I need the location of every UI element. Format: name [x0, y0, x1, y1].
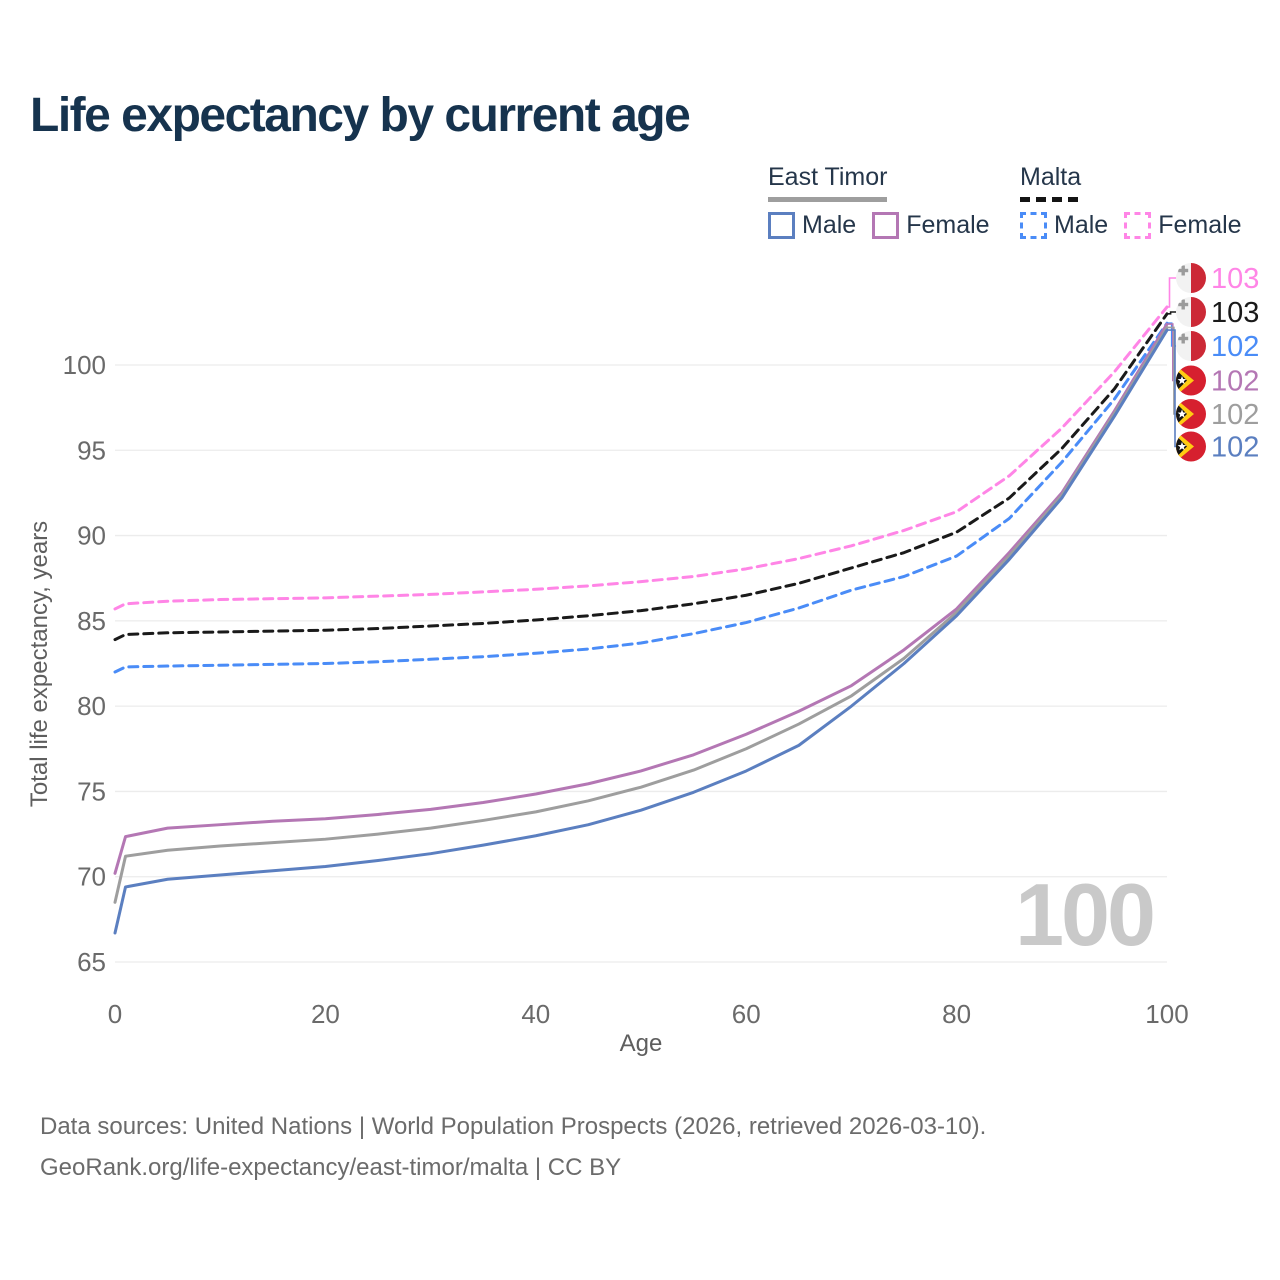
end-label-value: 102: [1211, 399, 1259, 431]
series-line-malta-male: [113, 321, 1169, 674]
end-label-value: 103: [1211, 297, 1259, 329]
end-label-malta-female: 103: [1176, 263, 1259, 295]
attribution: Data sources: United Nations | World Pop…: [40, 1106, 986, 1188]
legend-item-east-timor-female[interactable]: Female: [872, 211, 990, 240]
end-label-value: 102: [1211, 366, 1259, 398]
data-sources-line: Data sources: United Nations | World Pop…: [40, 1113, 987, 1140]
legend-item-label: Female: [1158, 211, 1242, 239]
y-tick-100: 100: [63, 350, 106, 380]
dashed-line-swatch: [1020, 197, 1082, 202]
legend-group-east-timor: East Timor Male Female: [768, 163, 990, 240]
x-tick-0: 0: [108, 999, 122, 1029]
legend-item-label: Male: [802, 211, 857, 239]
end-label-malta-male: 102: [1176, 331, 1259, 363]
y-tick-75: 75: [77, 776, 106, 806]
malta-flag-icon: [1176, 297, 1206, 327]
solid-line-swatch: [768, 197, 888, 202]
legend-item-malta-male[interactable]: Male: [1020, 211, 1108, 240]
page-title: Life expectancy by current age: [30, 89, 691, 142]
end-label-value: 102: [1211, 331, 1259, 363]
malta-flag-icon: [1176, 263, 1206, 293]
source-url-line: GeoRank.org/life-expectancy/east-timor/m…: [40, 1154, 622, 1181]
y-tick-65: 65: [77, 947, 106, 977]
end-label-value: 102: [1211, 432, 1259, 464]
east-timor-flag-icon: [1176, 431, 1206, 462]
end-label-value: 103: [1211, 263, 1259, 295]
series-line-malta-both-sexes: [113, 312, 1169, 642]
x-tick-60: 60: [732, 999, 761, 1029]
female-solid-swatch: [872, 212, 900, 239]
legend-item-label: Female: [906, 211, 990, 239]
end-label-connector: [1167, 311, 1176, 315]
series-line-malta-female: [113, 305, 1169, 611]
legend-country-label: Malta: [1020, 163, 1082, 191]
male-solid-swatch: [768, 212, 795, 239]
east-timor-flag-icon: [1176, 399, 1206, 429]
y-tick-70: 70: [77, 862, 106, 892]
age-counter-watermark: 100: [1015, 865, 1153, 964]
x-tick-20: 20: [311, 999, 340, 1029]
end-label-east-timor-both-sexes: 102: [1176, 399, 1259, 431]
end-label-east-timor-male: 102: [1176, 431, 1259, 464]
female-dashed-swatch: [1124, 212, 1152, 239]
series-line-east-timor-male: [113, 328, 1169, 935]
x-tick-100: 100: [1145, 999, 1188, 1029]
y-tick-95: 95: [77, 435, 106, 465]
x-tick-40: 40: [521, 999, 550, 1029]
legend-group-malta: Malta Male Female: [1020, 163, 1242, 240]
end-label-east-timor-female: 102: [1176, 365, 1259, 398]
x-tick-80: 80: [942, 999, 971, 1029]
legend-item-malta-female[interactable]: Female: [1124, 211, 1242, 240]
series-line-east-timor-female: [113, 322, 1169, 875]
end-label-connector: [1167, 329, 1176, 448]
malta-flag-icon: [1176, 331, 1206, 361]
legend-item-label: Male: [1054, 211, 1109, 239]
legend-country-label: East Timor: [768, 163, 888, 191]
y-tick-85: 85: [77, 606, 106, 636]
y-axis-title: Total life expectancy, years: [26, 521, 53, 807]
east-timor-flag-icon: [1176, 365, 1206, 396]
y-tick-80: 80: [77, 691, 106, 721]
legend-country-malta[interactable]: Malta: [1020, 163, 1082, 202]
legend-item-east-timor-male[interactable]: Male: [768, 211, 856, 240]
male-dashed-swatch: [1020, 212, 1047, 239]
legend-country-east-timor[interactable]: East Timor: [768, 163, 888, 202]
end-label-malta-both-sexes: 103: [1176, 297, 1259, 329]
end-label-connector: [1167, 277, 1176, 308]
x-axis-title: Age: [620, 1030, 663, 1057]
y-tick-90: 90: [77, 521, 106, 551]
series-line-east-timor-both-sexes: [113, 325, 1169, 904]
